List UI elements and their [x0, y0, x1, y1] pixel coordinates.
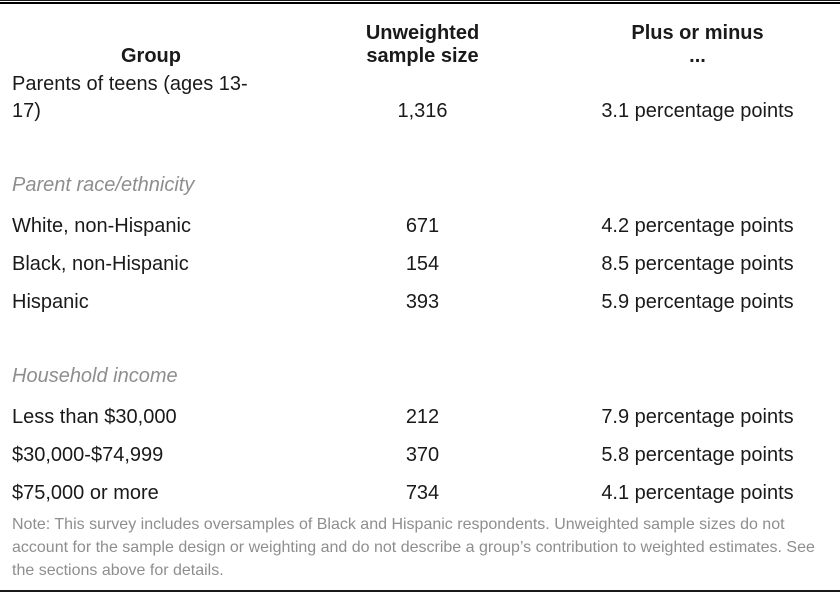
table-row: $30,000-$74,999 370 5.8 percentage points: [0, 431, 840, 469]
section-label: Household income: [12, 365, 178, 387]
table-row: Less than $30,000 212 7.9 percentage point…: [0, 390, 840, 431]
table-row: Black, non-Hispanic 154 8.5 percentage poi…: [0, 240, 840, 278]
group-cell: Parents of teens (ages 13-17): [12, 73, 248, 122]
bottom-rule: [0, 590, 840, 592]
moe-cell: 8.5 percentage points: [601, 253, 794, 275]
sample-size-cell: 212: [405, 406, 440, 428]
sample-size-cell: 370: [405, 444, 440, 466]
column-header-group-label: Group: [121, 45, 181, 67]
section-header-row: Household income: [0, 316, 840, 390]
sample-size-cell: 393: [405, 291, 440, 313]
column-header-sample-size-label: Unweighted sample size: [365, 22, 480, 67]
moe-cell: 3.1 percentage points: [601, 100, 794, 122]
moe-cell: 4.1 percentage points: [601, 482, 794, 504]
top-rule: [0, 0, 840, 4]
table-row: Hispanic 393 5.9 percentage points: [0, 278, 840, 316]
sample-size-cell: 154: [405, 253, 440, 275]
margin-of-error-table: Group Unweighted sample size Plus or min…: [0, 4, 840, 507]
group-cell: Less than $30,000: [12, 406, 177, 428]
table-row: $75,000 or more 734 4.1 percentage points: [0, 469, 840, 507]
table-row: Parents of teens (ages 13-17) 1,316 3.1 pe…: [0, 71, 840, 125]
sample-size-cell: 1,316: [397, 100, 448, 122]
section-label: Parent race/ethnicity: [12, 174, 195, 196]
group-cell: Black, non-Hispanic: [12, 253, 189, 275]
group-cell: Hispanic: [12, 291, 89, 313]
column-header-group: Group: [0, 4, 290, 71]
moe-cell: 7.9 percentage points: [601, 406, 794, 428]
moe-cell: 5.9 percentage points: [601, 291, 794, 313]
section-header-row: Parent race/ethnicity: [0, 125, 840, 199]
table-note: Note: This survey includes oversamples o…: [12, 516, 815, 579]
sample-size-cell: 671: [405, 215, 440, 237]
sample-size-cell: 734: [405, 482, 440, 504]
group-cell: $30,000-$74,999: [12, 444, 164, 466]
column-header-plus-or-minus: Plus or minus ...: [555, 4, 840, 71]
moe-cell: 5.8 percentage points: [601, 444, 794, 466]
group-cell: $75,000 or more: [12, 482, 159, 504]
group-cell: White, non-Hispanic: [12, 215, 191, 237]
moe-cell: 4.2 percentage points: [601, 215, 794, 237]
table-header-row: Group Unweighted sample size Plus or min…: [0, 4, 840, 71]
column-header-sample-size: Unweighted sample size: [290, 4, 555, 71]
table-row: White, non-Hispanic 671 4.2 percentage poi…: [0, 199, 840, 240]
column-header-plus-or-minus-label: Plus or minus ...: [631, 22, 764, 67]
